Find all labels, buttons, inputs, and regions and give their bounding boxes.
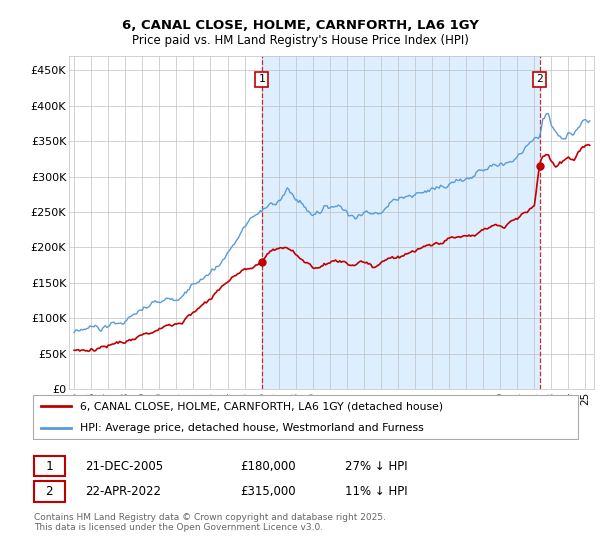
Text: 22-APR-2022: 22-APR-2022	[85, 485, 161, 498]
FancyBboxPatch shape	[33, 395, 578, 438]
Text: 11% ↓ HPI: 11% ↓ HPI	[344, 485, 407, 498]
Text: 21-DEC-2005: 21-DEC-2005	[85, 460, 163, 473]
Text: 1: 1	[258, 74, 265, 85]
Text: £315,000: £315,000	[240, 485, 295, 498]
Bar	[262, 56, 539, 389]
Text: Price paid vs. HM Land Registry's House Price Index (HPI): Price paid vs. HM Land Registry's House …	[131, 34, 469, 47]
Bar	[34, 481, 65, 502]
Text: Contains HM Land Registry data © Crown copyright and database right 2025.
This d: Contains HM Land Registry data © Crown c…	[34, 513, 386, 532]
Bar	[34, 456, 65, 477]
Text: 1: 1	[46, 460, 53, 473]
Text: 2: 2	[46, 485, 53, 498]
Text: 2: 2	[536, 74, 543, 85]
Text: HPI: Average price, detached house, Westmorland and Furness: HPI: Average price, detached house, West…	[80, 423, 424, 433]
Text: 6, CANAL CLOSE, HOLME, CARNFORTH, LA6 1GY (detached house): 6, CANAL CLOSE, HOLME, CARNFORTH, LA6 1G…	[80, 401, 443, 411]
Text: 6, CANAL CLOSE, HOLME, CARNFORTH, LA6 1GY: 6, CANAL CLOSE, HOLME, CARNFORTH, LA6 1G…	[122, 18, 478, 32]
Text: £180,000: £180,000	[240, 460, 295, 473]
Text: 27% ↓ HPI: 27% ↓ HPI	[344, 460, 407, 473]
